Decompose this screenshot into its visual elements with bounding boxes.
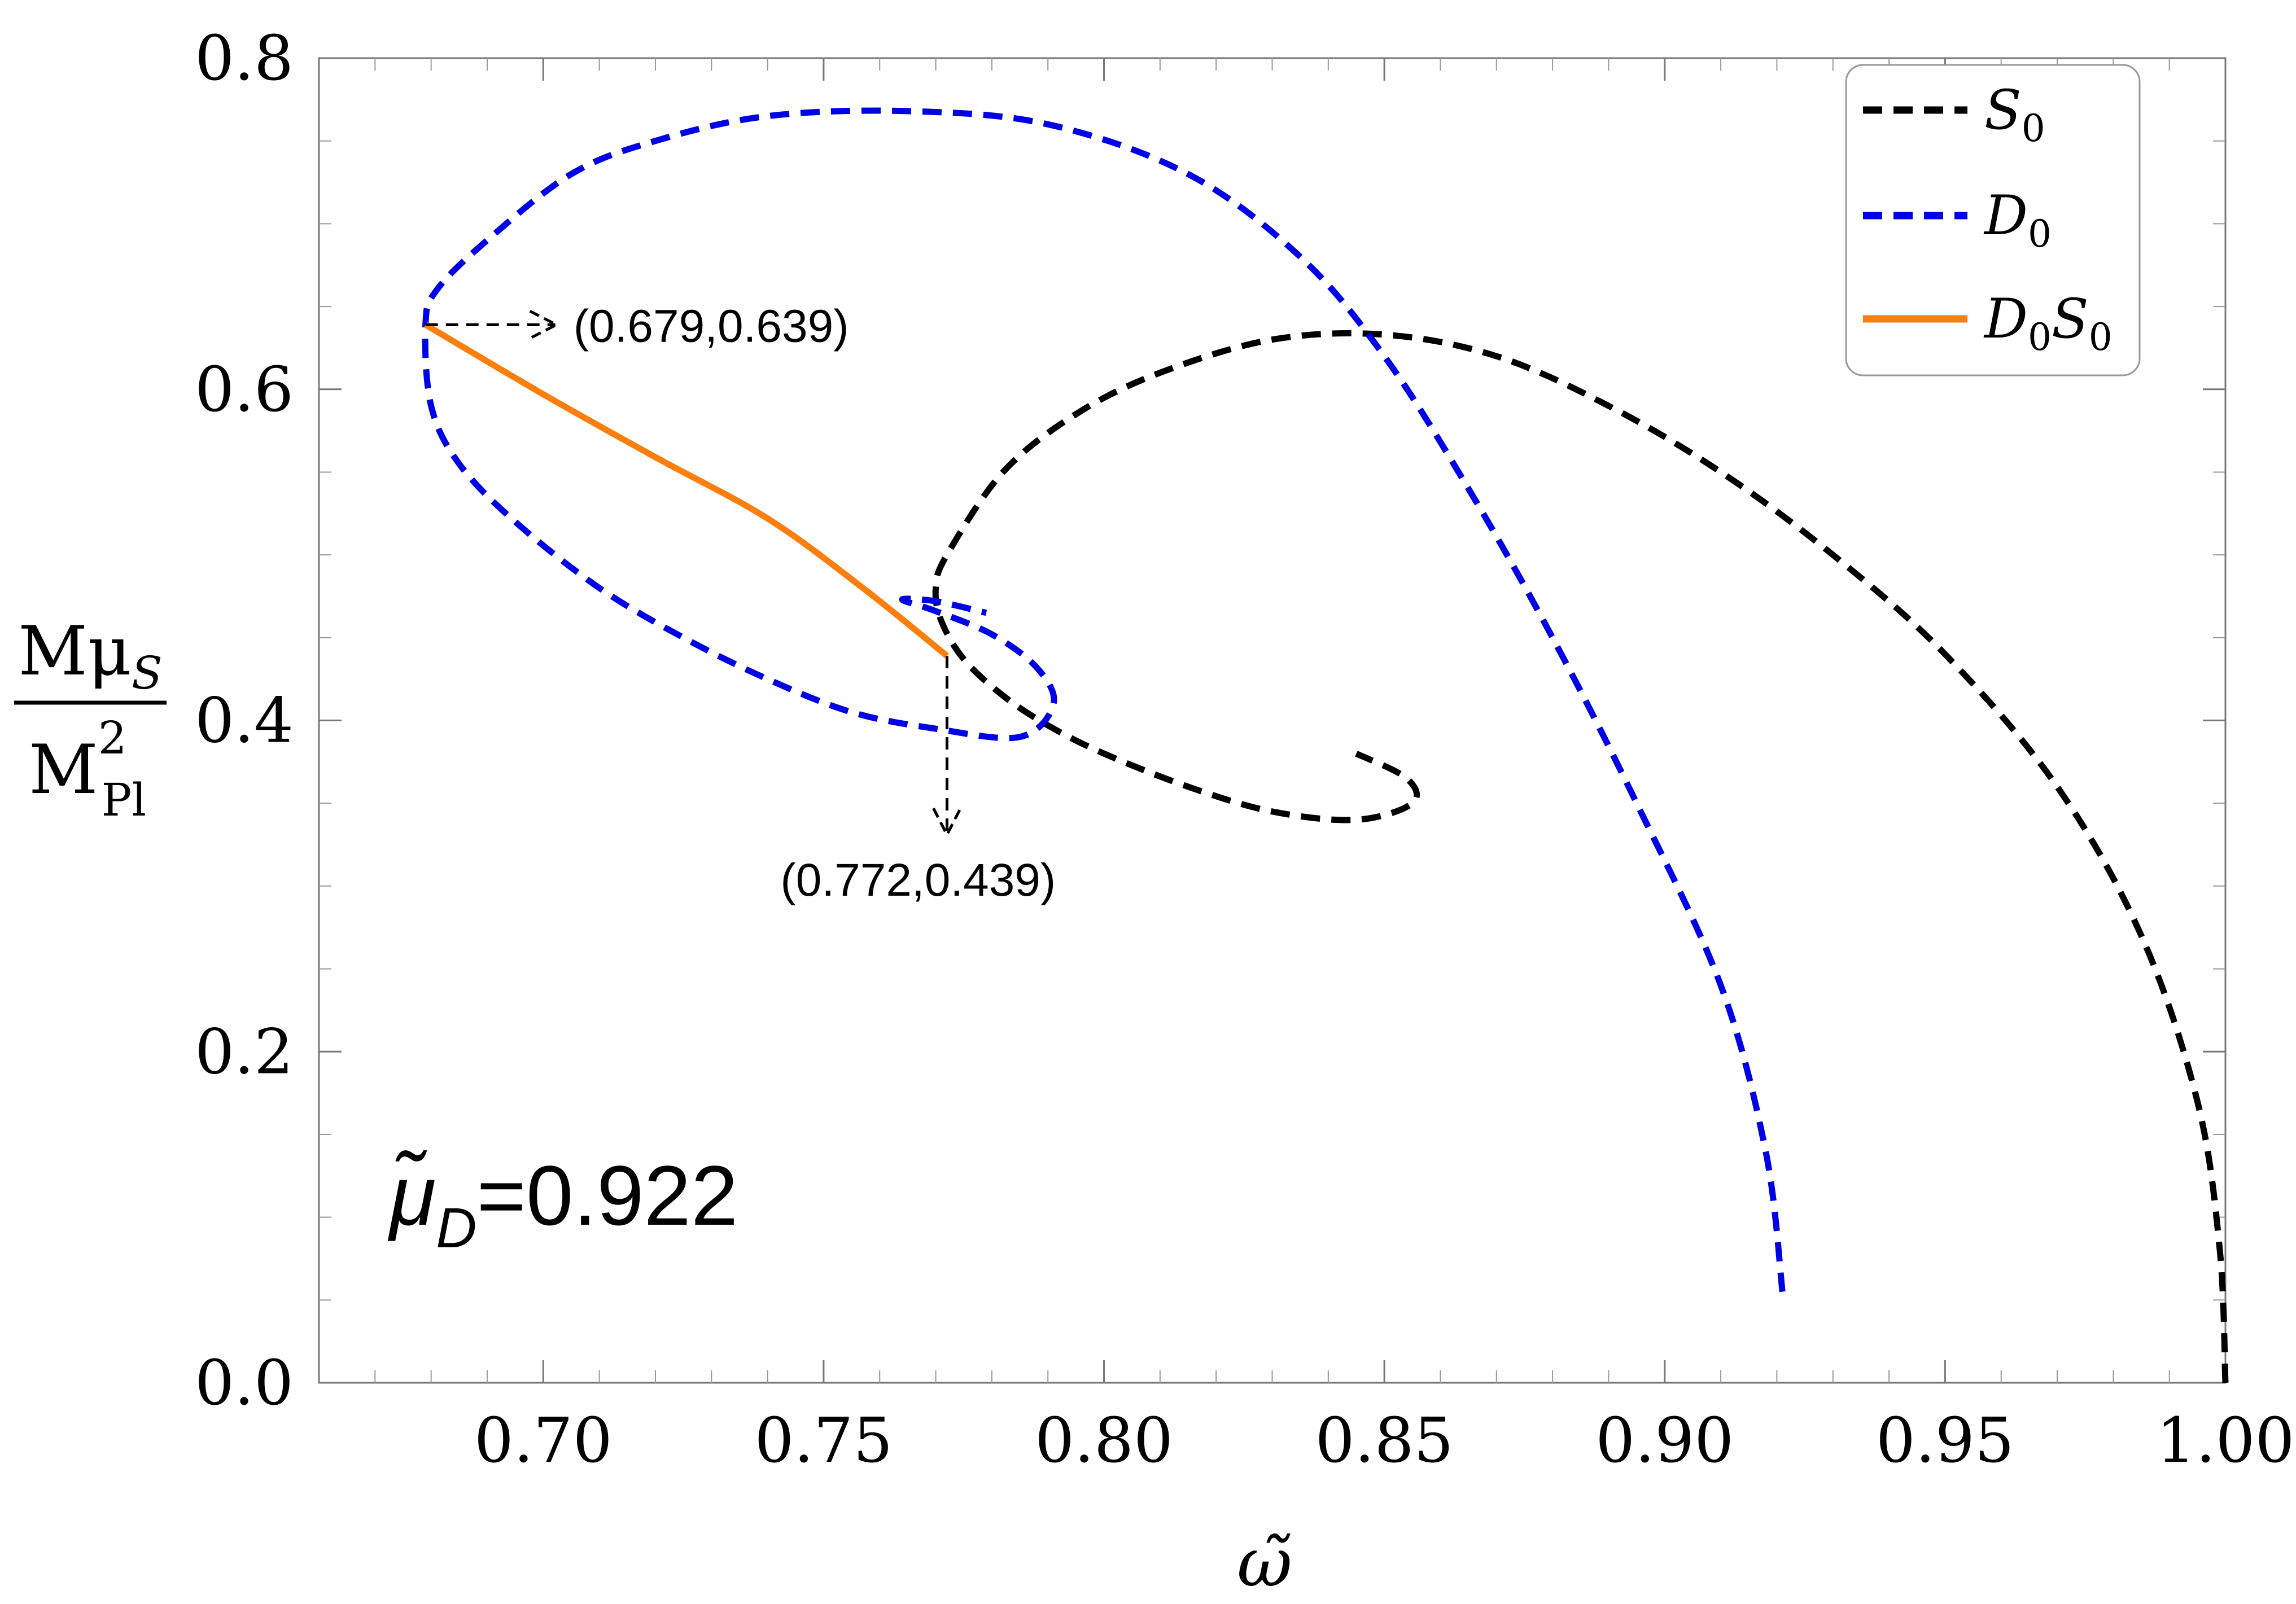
legend-label-d0: D0 [1983, 184, 2052, 256]
legend-label-s0: S0 [1984, 78, 2045, 150]
x-tick-label: 1.00 [2157, 1404, 2295, 1476]
annotation-layer: (0.679,0.639) (0.772,0.439) [425, 300, 1056, 906]
y-tick-label: 0.2 [195, 1015, 294, 1088]
series-d0s0-line [423, 322, 949, 659]
y-label-den-main: M [29, 731, 98, 809]
tick-labels: 0.70 0.75 0.80 0.85 0.90 0.95 1.00 0.0 0.2 0.4 0.6… [195, 22, 2294, 1476]
y-label-num-main: Mμ [18, 612, 132, 691]
y-label-numerator: MμS [18, 612, 163, 699]
series-d0-line [422, 107, 1786, 1292]
y-tick-label: 0.8 [195, 22, 294, 94]
series-s0-line [932, 330, 2229, 1383]
y-label-den-sub: Pl [102, 774, 146, 826]
series-layer [422, 107, 2229, 1383]
x-tick-label: 0.75 [754, 1404, 893, 1476]
legend-box [1845, 64, 2141, 376]
x-axis-label: ω̃ [1237, 1524, 1292, 1602]
y-tick-label: 0.6 [195, 353, 294, 426]
annotation-label-1: (0.679,0.639) [574, 300, 849, 352]
x-tick-label: 0.70 [474, 1404, 613, 1476]
parameter-label: μ̃D=0.922 [387, 1148, 738, 1260]
x-tick-label: 0.95 [1876, 1404, 2014, 1476]
x-tick-label: 0.90 [1595, 1404, 1734, 1476]
y-tick-label: 0.4 [195, 685, 294, 757]
annotation-arrowhead-2 [932, 807, 962, 838]
x-tick-label: 0.85 [1315, 1404, 1454, 1476]
legend-label-d0s0: D0S0 [1983, 287, 2113, 359]
y-label-den-sup: 2 [98, 712, 127, 764]
y-tick-label: 0.0 [195, 1347, 294, 1419]
legend: S0 D0 D0S0 [1845, 64, 2141, 376]
y-axis-label: MμS M2 Pl [14, 612, 167, 826]
annotation-label-2: (0.772,0.439) [780, 854, 1056, 906]
y-label-num-sub: S [132, 647, 163, 699]
y-label-denominator: M2 Pl [29, 712, 146, 826]
annotation-arrowhead-1 [529, 310, 560, 340]
x-tick-label: 0.80 [1035, 1404, 1173, 1476]
